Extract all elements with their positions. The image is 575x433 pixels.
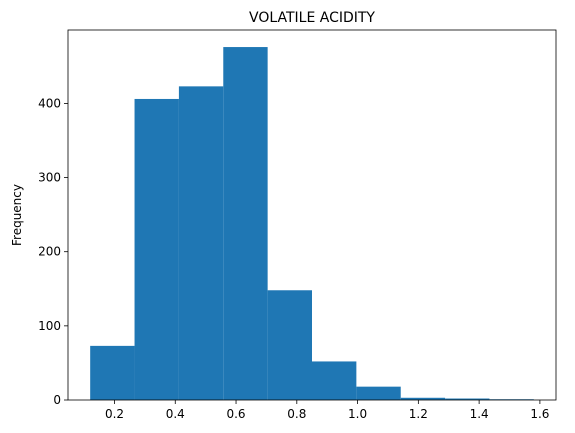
x-tick-label-5: 1.0: [348, 407, 367, 421]
y-tick-label-3: 200: [38, 245, 61, 259]
histogram-bar-5: [267, 290, 312, 400]
y-tick-label-5: 400: [38, 96, 61, 110]
histogram-bar-8: [400, 397, 446, 400]
x-tick-label-7: 1.4: [470, 407, 489, 421]
y-axis-ticks: 0 100 200 300 400: [38, 96, 68, 407]
plot-frame: [67, 29, 557, 401]
x-tick-label-6: 1.2: [409, 407, 428, 421]
x-tick-label-3: 0.6: [226, 407, 245, 421]
x-tick-label-8: 1.6: [530, 407, 549, 421]
y-tick-label-1: 0: [53, 393, 61, 407]
y-axis-label: Frequency: [10, 184, 24, 246]
y-tick-label-4: 300: [38, 171, 61, 185]
x-tick-label-1: 0.2: [105, 407, 124, 421]
histogram-bar-1: [90, 345, 135, 400]
histogram-bar-2: [134, 98, 179, 400]
bars-group: [90, 47, 534, 400]
histogram-bar-9: [445, 398, 490, 400]
histogram-bar-6: [312, 361, 357, 400]
chart-title: VOLATILE ACIDITY: [249, 10, 375, 26]
x-axis-ticks: 0.2 0.4 0.6 0.8 1.0 1.2 1.4 1.6: [105, 400, 549, 421]
y-tick-label-2: 100: [38, 319, 61, 333]
histogram-bar-3: [178, 86, 224, 400]
x-tick-label-2: 0.4: [166, 407, 185, 421]
x-tick-label-4: 0.8: [287, 407, 306, 421]
histogram-bar-4: [223, 47, 268, 400]
histogram-bar-7: [356, 386, 401, 400]
